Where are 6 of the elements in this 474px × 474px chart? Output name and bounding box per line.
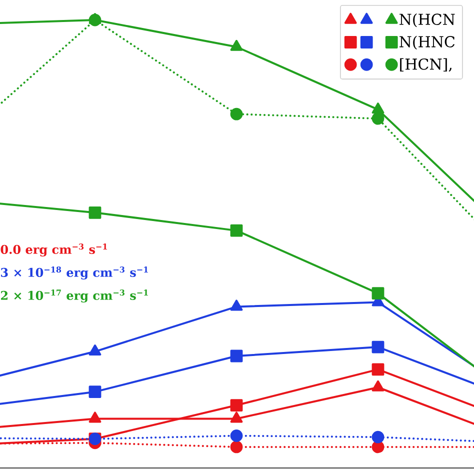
legend-label: N(HNC [400, 36, 455, 50]
annotation: 2 × 10$^{−17}$ erg cm$^{−3}$ s$^{−1}$ [1, 290, 148, 302]
annotation: 3 × 10$^{−18}$ erg cm$^{−3}$ s$^{−1}$ [1, 266, 148, 280]
annotation: 0.0 erg cm$^{−3}$ s$^{−1}$ [0, 244, 107, 256]
legend-label: [HCN], [400, 58, 452, 72]
legend-label: N(HCN [400, 13, 455, 28]
